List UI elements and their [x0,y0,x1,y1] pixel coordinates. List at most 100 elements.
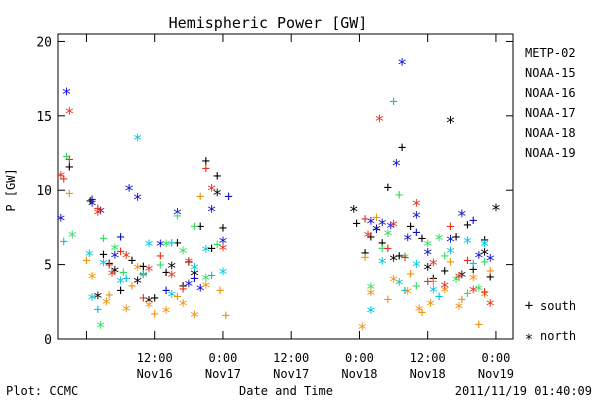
point-noaa-19-south: + [480,284,488,300]
point-noaa-17-south: + [213,237,221,253]
x-tick-label: 12:00 [137,351,173,365]
point-noaa-16-south: + [94,302,102,318]
point-noaa-16-north: * [133,131,143,151]
point-noaa-19-north: * [440,278,450,298]
point-noaa-16-north: * [394,275,404,295]
point-noaa-19-north: * [218,241,228,261]
point-noaa-15-north: * [411,209,421,229]
point-metp-02-north: * [445,113,455,133]
point-noaa-18-south: + [372,210,380,226]
x-tick-label: 0:00 [345,351,374,365]
point-noaa-19-south: + [463,253,471,269]
point-noaa-18-south: + [486,264,494,280]
point-noaa-17-north: * [451,272,461,292]
point-noaa-16-north: * [445,244,455,264]
point-noaa-19-north: * [428,256,438,276]
legend-entry: NOAA-18 [525,126,576,140]
point-noaa-18-south: + [406,267,414,283]
x-tick-date-label: Nov18 [341,367,377,381]
point-noaa-19-north: * [93,206,103,226]
plot-source-label: Plot: CCMC [6,384,78,398]
point-metp-02-south: + [173,235,181,251]
point-metp-02-south: + [207,241,215,257]
point-noaa-18-north: * [414,302,424,322]
point-noaa-15-north: * [124,182,134,202]
point-noaa-16-north: * [189,261,199,281]
point-noaa-18-south: + [418,305,426,321]
x-tick-date-label: Nov17 [273,367,309,381]
point-noaa-15-north: * [87,197,97,217]
point-noaa-15-north: * [56,211,66,231]
point-metp-02-south: + [406,219,414,235]
point-noaa-17-north: * [434,231,444,251]
point-noaa-18-south: + [128,278,136,294]
point-noaa-17-south: + [190,219,198,235]
point-noaa-17-north: * [110,241,120,261]
marker-symbol: * [525,332,533,348]
point-noaa-15-north: * [218,234,228,254]
point-noaa-16-north: * [377,255,387,275]
point-noaa-15-south: + [116,229,124,245]
point-noaa-15-north: * [485,252,495,272]
point-noaa-18-south: + [446,255,454,271]
point-noaa-18-south: + [384,292,392,308]
point-metp-02-north: * [491,201,501,221]
point-noaa-15-north: * [61,85,71,105]
point-noaa-16-north: * [167,287,177,307]
chart-title: Hemispheric Power [GW] [169,14,368,32]
point-noaa-18-south: + [429,274,437,290]
point-noaa-18-north: * [357,320,367,340]
point-noaa-15-north: * [133,191,143,211]
point-noaa-19-north: * [388,217,398,237]
point-noaa-18-north: * [121,302,131,322]
point-noaa-17-south: + [119,265,127,281]
point-noaa-17-north: * [138,268,148,288]
point-noaa-18-north: * [425,296,435,316]
data-points: ++++++ +++++++++++ +++ +++++++ ++++++***** **… [56,55,501,340]
point-noaa-16-south: + [168,235,176,251]
point-noaa-15-north: * [386,219,396,239]
point-noaa-18-south: + [361,250,369,266]
point-noaa-17-north: * [366,280,376,300]
legend-entry: NOAA-19 [525,146,576,160]
point-noaa-15-north: * [474,249,484,269]
point-metp-02-south: + [65,159,73,175]
point-noaa-15-north: * [96,204,106,224]
series-legend: METP-02 NOAA-15 NOAA-16 NOAA-17 NOAA-18 NOAA-… [525,46,576,160]
point-noaa-18-north: * [101,295,111,315]
point-noaa-15-south: + [224,189,232,205]
point-noaa-15-north: * [445,232,455,252]
point-noaa-16-south: + [401,283,409,299]
point-metp-02-north: * [479,246,489,266]
x-tick-date-label: Nov19 [478,367,514,381]
point-metp-02-south: + [480,232,488,248]
point-metp-02-south: + [367,229,375,245]
point-noaa-18-south: + [105,287,113,303]
point-noaa-15-south: + [162,283,170,299]
point-noaa-16-north: * [201,243,211,263]
point-noaa-19-south: + [179,281,187,297]
point-metp-02-south: + [398,140,406,156]
point-noaa-19-south: + [401,250,409,266]
x-tick-date-label: Nov16 [137,367,173,381]
marker-label: south [540,299,576,313]
y-tick-label: 10 [36,184,52,199]
point-noaa-16-north: * [144,237,154,257]
point-noaa-18-north: * [366,286,376,306]
point-noaa-18-south: + [475,317,483,333]
point-noaa-16-north: * [87,290,97,310]
point-noaa-15-north: * [366,214,376,234]
point-noaa-19-north: * [363,228,373,248]
point-metp-02-north: * [423,261,433,281]
point-noaa-17-south: + [412,278,420,294]
point-noaa-18-north: * [133,261,143,281]
point-noaa-16-north: * [84,247,94,267]
point-noaa-18-south: + [82,253,90,269]
axes-ticks: 0 5 10 15 20 12:00 Nov16 0:00 Nov17 12:00 Nov17 0:0… [36,34,514,381]
point-noaa-16-south: + [469,256,477,272]
point-noaa-17-north: * [67,228,77,248]
point-noaa-15-north: * [423,246,433,266]
x-tick-label: 0:00 [481,351,510,365]
point-noaa-18-south: + [458,292,466,308]
point-noaa-19-north: * [107,267,117,287]
